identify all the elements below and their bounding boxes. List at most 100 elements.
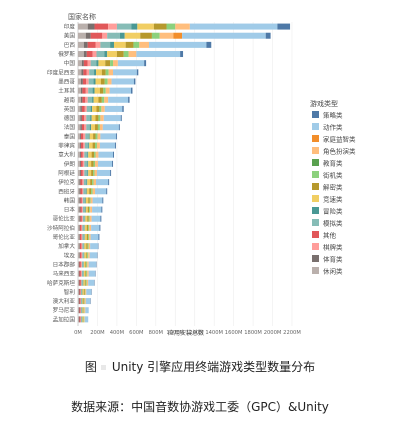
bar-segment [84, 160, 88, 167]
bar-segment [82, 298, 84, 305]
y-tick-labels: 印度美国巴西俄罗斯中国印度尼西亚墨西哥土耳其越南英国德国法国泰国菲律宾意大利伊朗… [47, 23, 75, 324]
x-tick-label: 2000M [264, 330, 282, 336]
bar-segment [88, 142, 90, 149]
bar-segment [96, 169, 111, 176]
bar-segment [175, 23, 190, 30]
bar-segment [95, 69, 102, 76]
bar-segment [80, 179, 83, 186]
bar-segment [84, 252, 87, 259]
x-tick-label: 400M [110, 330, 124, 336]
bar-segment [78, 151, 80, 158]
bar-segment [102, 32, 108, 39]
bar-segment [133, 41, 140, 48]
bar-segment [131, 23, 138, 30]
bar-segment [90, 197, 93, 204]
bar-segment [80, 197, 82, 204]
bar-segment [120, 115, 122, 122]
bar-segment [78, 169, 80, 176]
bar-segment [88, 270, 96, 277]
bar-segment [84, 316, 89, 323]
bar-segment [80, 87, 83, 94]
bar-segment [91, 160, 94, 167]
y-tick-label: 土耳其 [58, 87, 75, 95]
bar-segment [81, 270, 84, 277]
bar-segment [136, 69, 139, 76]
bar-segment [84, 206, 86, 213]
bar-segment [85, 270, 87, 277]
bar-segment [88, 87, 93, 94]
bar-segment [81, 252, 83, 259]
bar-segment [92, 179, 94, 186]
bar-segment [87, 41, 96, 48]
bar-segment [81, 60, 84, 67]
bar-segment [159, 32, 174, 39]
bar-segment [78, 41, 84, 48]
y-tick-label: 印度 [64, 23, 76, 31]
legend-swatch [312, 135, 319, 142]
bar-segment [103, 115, 121, 122]
bar-segment [80, 307, 82, 314]
legend-label: 竞速类 [323, 194, 343, 203]
bar-segment [101, 105, 105, 112]
bar-segment [144, 60, 147, 67]
bar-segment [93, 78, 96, 85]
x-tick-label: 1600M [225, 330, 243, 336]
y-tick-label: 墨西哥 [58, 78, 75, 85]
bar-segment [87, 160, 89, 167]
bar-segment [95, 133, 98, 140]
bar-segment [78, 252, 80, 259]
bar-segment [84, 105, 87, 112]
bar-segment [82, 151, 85, 158]
bar-segment [78, 279, 79, 286]
bar-segment [93, 96, 99, 103]
bar-segment [86, 261, 88, 268]
bar-segment [119, 32, 125, 39]
bar-segment [85, 87, 89, 94]
bar-segment [87, 151, 89, 158]
bar-segment [83, 298, 85, 305]
bar-segment [100, 133, 116, 140]
bar-segment [78, 69, 82, 76]
bar-segment [95, 78, 101, 85]
bar-segment [80, 215, 82, 222]
bar-segment [108, 96, 129, 103]
y-tick-label: 埃及 [64, 251, 76, 259]
bar-segment [96, 60, 99, 67]
bar-segment [116, 51, 124, 58]
legend-label: 体育类 [323, 254, 343, 263]
bar-segment [82, 252, 84, 259]
bar-segment [105, 60, 111, 67]
bar-segment [85, 288, 87, 295]
bar-segment [95, 142, 97, 149]
bar-segment [85, 298, 91, 305]
x-tick-label: 0M [74, 330, 82, 336]
bar-segment [86, 105, 91, 112]
bar-segment [107, 51, 117, 58]
bar-segment [105, 69, 109, 76]
bar-segment [78, 133, 80, 140]
bar-segment [136, 51, 181, 58]
bar-segment [79, 243, 82, 250]
bar-segment [88, 243, 91, 250]
bar-segment [84, 279, 86, 286]
bar-segment [113, 151, 114, 158]
caption-text: Unity 引擎应用终端游戏类型数量分布 [111, 360, 316, 374]
bar-segment [90, 115, 92, 122]
bar-segment [92, 87, 95, 94]
bar-segment [102, 124, 119, 131]
x-tick-label: 1800M [244, 330, 262, 336]
bar-segment [113, 41, 126, 48]
bar-segment [122, 105, 124, 112]
bar-segment [105, 87, 110, 94]
bar-segment [85, 279, 87, 286]
bar-segment [182, 32, 266, 39]
bar-segment [79, 234, 82, 241]
bar-segment [83, 261, 86, 268]
y-tick-label: 罗马尼亚 [53, 306, 76, 314]
y-tick-label: 菲律宾 [58, 142, 75, 150]
y-tick-label: 哥伦比亚 [53, 233, 76, 241]
bar-segment [79, 307, 81, 314]
bar-segment [84, 298, 86, 305]
bar-segment [85, 133, 89, 140]
bar-segment [99, 142, 115, 149]
